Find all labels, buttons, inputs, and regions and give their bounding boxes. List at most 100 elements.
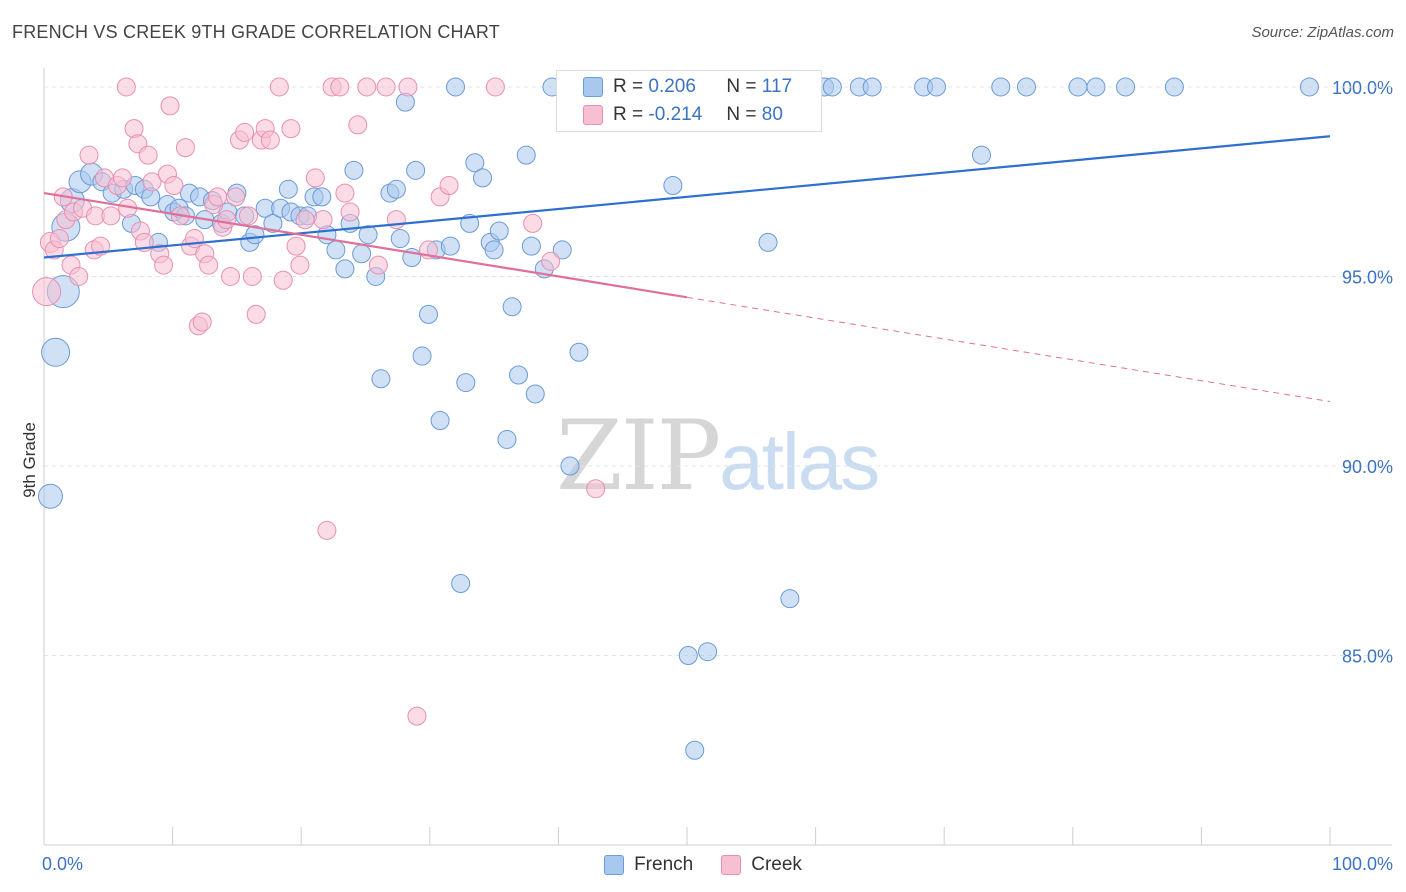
french-point <box>412 346 432 366</box>
french-point <box>473 168 493 188</box>
y-tick-label: 100.0% <box>1332 78 1393 98</box>
creek-point <box>368 255 388 275</box>
r-value: 0.206 <box>648 76 696 97</box>
creek-swatch <box>583 105 603 125</box>
watermark-zip: ZIP <box>556 400 721 512</box>
r-label: R = <box>613 104 644 125</box>
creek-point <box>32 277 62 307</box>
creek-trend-line <box>43 191 688 299</box>
watermark: ZIPatlas <box>556 400 880 512</box>
creek-point <box>91 236 111 256</box>
french-point <box>335 259 355 279</box>
source-label: Source: ZipAtlas.com <box>1251 24 1394 41</box>
creek-point <box>586 479 606 499</box>
series-legend: French Creek <box>0 851 1406 879</box>
french-point <box>489 221 509 241</box>
x-tick-label: 0.0% <box>42 854 83 874</box>
french-point <box>344 160 364 180</box>
french-point <box>1068 77 1088 97</box>
french-point <box>326 240 346 260</box>
creek-point <box>348 115 368 135</box>
french-point <box>780 589 800 609</box>
chart-title: FRENCH VS CREEK 9TH GRADE CORRELATION CH… <box>12 22 500 42</box>
creek-point <box>112 168 132 188</box>
stats-legend-row-french: R = 0.206 N = 117 <box>557 73 792 101</box>
creek-point <box>49 229 69 249</box>
r-value: -0.214 <box>648 104 703 125</box>
french-point <box>552 240 572 260</box>
french-point <box>521 236 541 256</box>
legend-item-creek[interactable]: Creek <box>721 854 802 876</box>
creek-point <box>330 77 350 97</box>
creek-point <box>164 175 184 195</box>
french-point <box>678 645 698 665</box>
creek-point <box>335 183 355 203</box>
legend-label-french: French <box>634 854 694 875</box>
watermark-atlas: atlas <box>719 417 880 506</box>
creek-point <box>160 96 180 116</box>
creek-point <box>242 266 262 286</box>
french-point <box>685 740 705 760</box>
creek-point <box>220 266 240 286</box>
french-point <box>484 240 504 260</box>
creek-point <box>79 145 99 165</box>
creek-point <box>269 77 289 97</box>
creek-legend-swatch <box>721 855 742 875</box>
legend-label-creek: Creek <box>751 854 802 875</box>
x-tick-label: 100.0% <box>1332 854 1393 874</box>
creek-point <box>154 255 174 275</box>
stats-legend-row-creek: R = -0.214 N = 80 <box>557 101 783 129</box>
french-point <box>278 179 298 199</box>
creek-point <box>101 206 121 226</box>
french-point <box>390 229 410 249</box>
french-point <box>560 456 580 476</box>
french-trend-line <box>43 135 1331 259</box>
creek-point <box>485 77 505 97</box>
french-point <box>991 77 1011 97</box>
creek-point <box>217 210 237 230</box>
y-tick-label: 90.0% <box>1342 457 1393 477</box>
creek-point <box>138 145 158 165</box>
french-point <box>460 213 480 233</box>
creek-point <box>116 77 136 97</box>
french-point <box>663 175 683 195</box>
creek-point <box>317 520 337 540</box>
creek-point <box>407 706 427 726</box>
creek-point <box>313 210 333 230</box>
french-point <box>1116 77 1136 97</box>
creek-point <box>175 138 195 158</box>
french-point <box>406 160 426 180</box>
creek-point <box>192 312 212 332</box>
creek-point <box>340 202 360 222</box>
r-label: R = <box>613 76 644 97</box>
french-swatch <box>583 77 603 97</box>
n-value: 80 <box>761 104 783 125</box>
french-point <box>516 145 536 165</box>
n-label: N = <box>726 104 757 125</box>
french-point <box>1299 77 1319 97</box>
creek-point <box>357 77 377 97</box>
french-point <box>451 573 471 593</box>
creek-point <box>273 270 293 290</box>
french-point <box>502 297 522 317</box>
french-point <box>440 236 460 256</box>
creek-point <box>305 168 325 188</box>
creek-point <box>281 119 301 139</box>
french-point <box>497 429 517 449</box>
french-point <box>430 410 450 430</box>
french-point <box>263 213 283 233</box>
creek-point <box>523 213 543 233</box>
french-point <box>1164 77 1184 97</box>
legend-item-french[interactable]: French <box>604 854 693 876</box>
n-value: 117 <box>761 76 793 97</box>
creek-point <box>238 206 258 226</box>
y-axis-label: 9th Grade <box>20 422 39 498</box>
french-point <box>926 77 946 97</box>
french-point <box>371 369 391 389</box>
y-tick-label: 85.0% <box>1342 646 1393 666</box>
french-point <box>245 225 265 245</box>
french-point <box>41 337 71 367</box>
french-point <box>465 153 485 173</box>
n-label: N = <box>726 76 757 97</box>
creek-point <box>246 304 266 324</box>
